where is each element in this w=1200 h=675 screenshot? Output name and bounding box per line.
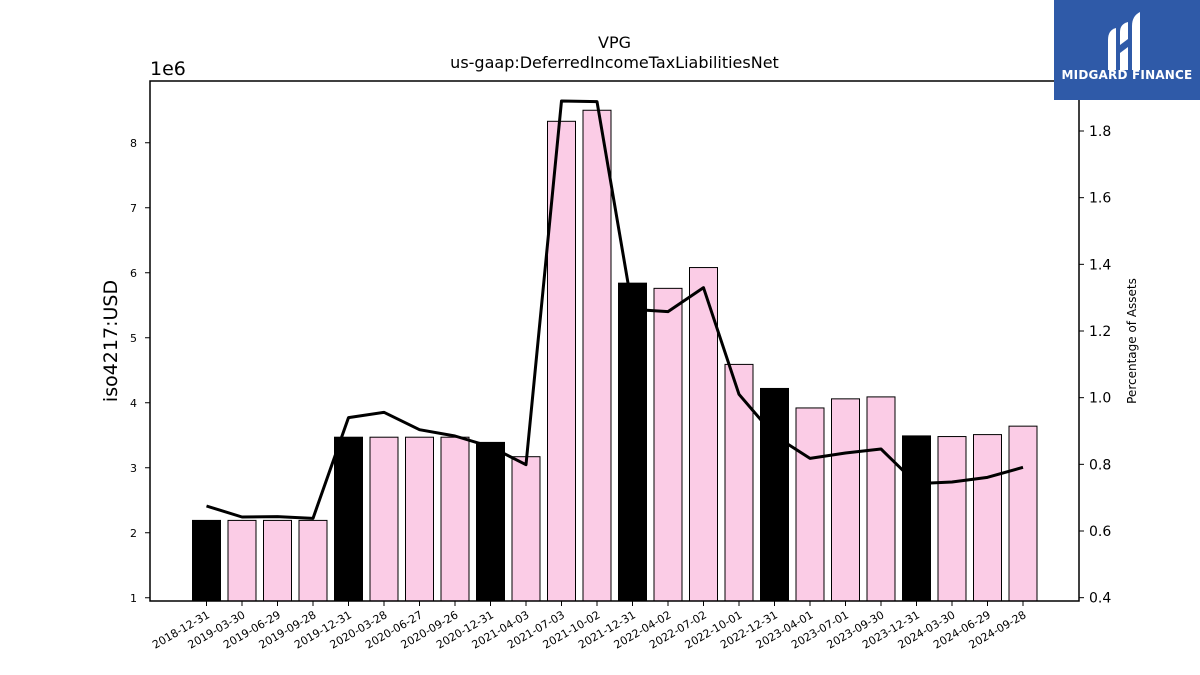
y2-tick-label: 0.8	[1089, 457, 1111, 473]
bar-2024-03-30	[937, 436, 967, 602]
bar-2022-07-02	[689, 267, 718, 602]
chart-title: VPG	[598, 33, 631, 52]
bar-2023-12-31	[902, 435, 931, 602]
plot-frame	[149, 80, 1080, 602]
bar-2023-04-01	[795, 407, 825, 602]
y-axis-label: iso4217:USD	[100, 280, 122, 402]
y2-tick-label: 1.2	[1089, 324, 1111, 340]
bar-2021-04-03	[511, 456, 541, 602]
bar-2022-12-31	[760, 387, 789, 602]
y2-tick-label: 1.6	[1089, 191, 1111, 207]
x-axis-ticks: 2018-12-312019-03-302019-06-292019-09-28…	[150, 601, 1029, 652]
bars	[192, 109, 1038, 602]
y-axis-ticks: 1 2 3 4 5 6 7 8	[130, 137, 150, 605]
bar-2020-06-27	[405, 436, 434, 602]
bar-2020-12-31	[476, 441, 505, 602]
y-tick-label: 5	[130, 332, 137, 345]
midgard-finance-logo: MIDGARD FINANCE	[1054, 0, 1200, 100]
y-tick-label: 6	[130, 267, 137, 280]
y2-tick-label: 1.0	[1089, 391, 1111, 407]
bar-2024-06-29	[973, 434, 1002, 602]
bar-2018-12-31	[192, 519, 221, 602]
bar-2019-03-30	[227, 519, 257, 602]
bar-2021-12-31	[618, 282, 647, 602]
bar-2022-04-02	[653, 287, 683, 602]
y-tick-label: 2	[130, 527, 137, 540]
logo-text: MIDGARD FINANCE	[1061, 68, 1193, 82]
bar-2020-03-28	[369, 436, 399, 602]
bar-2022-10-01	[724, 363, 754, 602]
y2-axis-ticks: 0.4 0.6 0.8 1.0 1.2 1.4 1.6 1.8	[1079, 124, 1111, 607]
y-tick-label: 1	[130, 592, 137, 605]
y-tick-label: 3	[130, 462, 137, 475]
bar-2021-10-02	[582, 109, 612, 602]
bar-2019-09-28	[298, 519, 328, 602]
bar-2020-09-26	[440, 436, 470, 602]
y2-tick-label: 0.6	[1089, 524, 1111, 540]
y2-tick-label: 0.4	[1089, 591, 1111, 607]
y2-tick-label: 1.8	[1089, 124, 1111, 140]
y-tick-label: 4	[130, 397, 137, 410]
bar-2019-06-29	[263, 519, 292, 602]
bar-2019-12-31	[334, 436, 363, 602]
y2-axis-label: Percentage of Assets	[1125, 278, 1139, 404]
bar-2024-09-28	[1008, 425, 1038, 602]
bar-2023-09-30	[866, 396, 896, 602]
percentage-of-assets-line	[206, 99, 1024, 520]
y-tick-label: 7	[130, 202, 137, 215]
bar-2023-07-01	[831, 398, 860, 602]
chart-subtitle: us-gaap:DeferredIncomeTaxLiabilitiesNet	[450, 53, 779, 72]
midgard-logo-icon	[1108, 12, 1140, 70]
y2-tick-label: 1.4	[1089, 257, 1111, 273]
y-tick-label: 8	[130, 137, 137, 150]
y-axis-multiplier: 1e6	[150, 58, 186, 80]
